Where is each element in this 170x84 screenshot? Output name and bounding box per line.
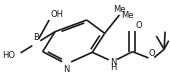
Text: B: B <box>33 34 39 43</box>
Text: HO: HO <box>3 50 15 59</box>
Text: O: O <box>136 21 142 30</box>
Text: H: H <box>110 63 116 72</box>
Text: OH: OH <box>51 10 64 19</box>
Text: N: N <box>63 65 70 74</box>
Text: N: N <box>110 58 116 67</box>
Text: Me: Me <box>121 10 134 19</box>
Text: O: O <box>149 49 155 58</box>
Text: Me: Me <box>113 5 126 14</box>
